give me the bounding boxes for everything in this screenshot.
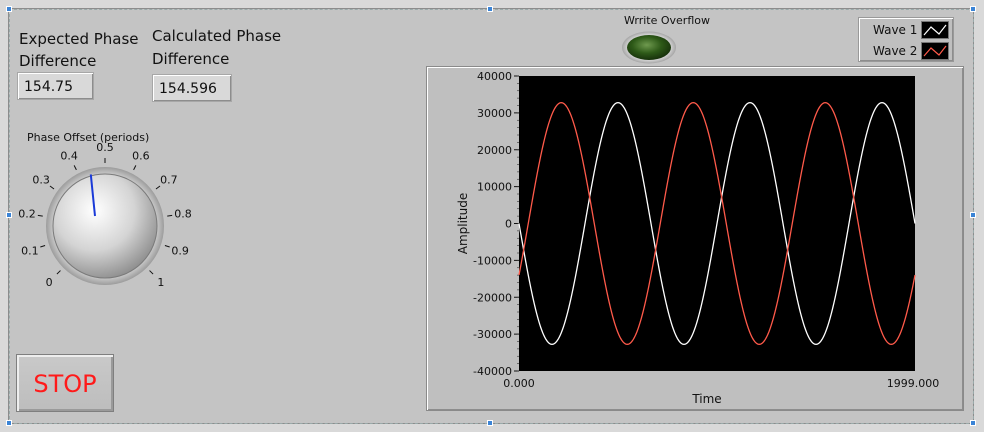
x-tick-label: 1999.000 (887, 377, 940, 390)
knob-tick-label: 0.4 (60, 150, 78, 163)
y-tick-label: 40000 (477, 70, 512, 83)
resize-handle-bottom[interactable] (487, 420, 493, 426)
expected-phase-label-line2: Difference (19, 52, 97, 70)
knob-tick (164, 244, 170, 248)
y-tick-label: -30000 (473, 328, 512, 341)
knob-tick-label: 0.2 (18, 208, 36, 221)
knob-tick (133, 165, 137, 171)
waveform-graph[interactable]: 40000 30000 20000 10000 0 -10000 -20000 -30000 -… (426, 66, 964, 411)
resize-handle-bottom-left[interactable] (6, 420, 12, 426)
y-tick-label: 30000 (477, 107, 512, 120)
knob-tick-label: 0.1 (21, 244, 39, 257)
phase-offset-knob-label: Phase Offset (periods) (27, 131, 150, 144)
y-tick-label: 20000 (477, 144, 512, 157)
resize-handle-bottom-right[interactable] (970, 420, 976, 426)
write-overflow-label: Wrrite Overflow (624, 14, 710, 27)
resize-handle-top-left[interactable] (6, 6, 12, 12)
knob-tick-label: 0.9 (171, 244, 189, 257)
y-tick-label: -20000 (473, 291, 512, 304)
legend-swatch-wave-1[interactable] (921, 21, 949, 39)
knob-tick (40, 244, 46, 248)
calculated-phase-indicator: 154.596 (152, 74, 232, 102)
y-axis-label: Amplitude (456, 193, 470, 255)
x-tick-label: 0.000 (503, 377, 535, 390)
resize-handle-left[interactable] (6, 212, 12, 218)
y-tick-label: 0 (505, 218, 512, 231)
knob-tick-label: 1 (157, 276, 164, 289)
knob-tick-label: 0 (46, 276, 53, 289)
knob-tick-label: 0.7 (160, 174, 178, 187)
calculated-phase-label-line2: Difference (152, 50, 230, 68)
write-overflow-led[interactable] (621, 31, 677, 64)
expected-phase-indicator: 154.75 (17, 72, 94, 100)
knob-tick-label: 0.6 (132, 150, 150, 163)
resize-handle-top[interactable] (487, 6, 493, 12)
knob-tick-label: 0.3 (32, 174, 50, 187)
y-tick-label: -10000 (473, 254, 512, 267)
knob-tick (37, 214, 43, 217)
series-line-wave-2 (518, 102, 916, 345)
y-tick-label: -40000 (473, 365, 512, 378)
knob-tick (149, 270, 154, 275)
series-line-wave-1 (518, 102, 916, 345)
knob-tick (49, 185, 55, 190)
calculated-phase-label-line1: Calculated Phase (152, 27, 282, 45)
y-tick-label: 10000 (477, 181, 512, 194)
plot-legend[interactable]: Wave 1 Wave 2 (858, 17, 954, 62)
resize-handle-right[interactable] (970, 212, 976, 218)
legend-label-wave-2: Wave 2 (873, 44, 918, 58)
knob-tick (167, 214, 173, 217)
knob-tick-label: 0.8 (174, 208, 192, 221)
knob-tick (73, 165, 77, 171)
resize-handle-top-right[interactable] (970, 6, 976, 12)
stop-button[interactable]: STOP (16, 354, 114, 412)
knob-tick-label: 0.5 (96, 141, 114, 154)
knob-pointer (89, 174, 96, 217)
knob-body (52, 173, 158, 279)
expected-phase-label-line1: Expected Phase (19, 30, 139, 48)
x-axis-label: Time (691, 392, 721, 406)
legend-label-wave-1: Wave 1 (873, 23, 918, 37)
knob-tick (56, 270, 61, 275)
phase-offset-knob[interactable]: 0 0.1 0.2 0.3 0.4 0.5 0.6 0.7 0.8 0.9 1 (0, 140, 210, 300)
legend-swatch-wave-2[interactable] (921, 42, 949, 60)
knob-tick (155, 185, 161, 190)
